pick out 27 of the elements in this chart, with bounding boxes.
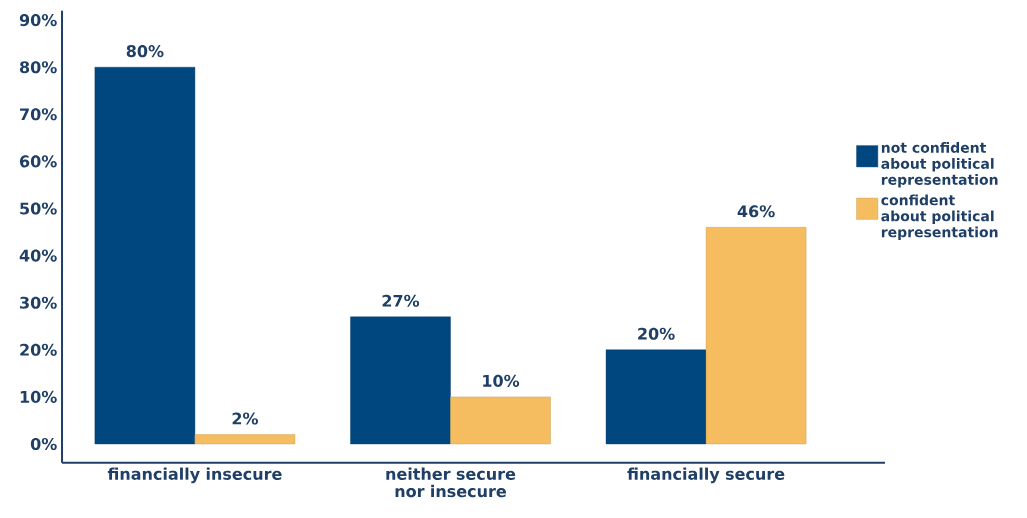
y-tick-label: 30% (20, 296, 57, 309)
legend-label: confident about political representation (881, 194, 998, 241)
bar (705, 227, 807, 445)
data-label: 10% (483, 375, 520, 388)
y-tick-label: 90% (19, 14, 57, 27)
data-label: 46% (737, 205, 775, 218)
data-label: 80% (126, 45, 164, 58)
data-label: 2% (232, 412, 259, 425)
x-tick-label: neither secure nor insecure (386, 467, 516, 498)
x-tick-label: financially secure (627, 467, 785, 484)
y-tick-label: 10% (20, 391, 57, 404)
y-tick-label: 80% (19, 61, 57, 74)
y-tick-label: 70% (20, 108, 57, 121)
bar (450, 396, 551, 445)
bar (194, 434, 296, 445)
y-tick-label: 20% (20, 343, 57, 357)
data-label: 27% (382, 294, 420, 308)
x-tick-label: financially insecure (107, 467, 282, 484)
data-label: 20% (638, 327, 675, 341)
y-tick-label: 0% (30, 438, 57, 451)
legend-label: not confident about political representation (881, 142, 998, 188)
y-tick-label: 60% (19, 155, 57, 168)
bar (94, 67, 196, 445)
bar (605, 349, 707, 445)
bar (350, 316, 451, 445)
y-tick-label: 40% (19, 249, 57, 262)
y-tick-label: 50% (20, 202, 57, 215)
